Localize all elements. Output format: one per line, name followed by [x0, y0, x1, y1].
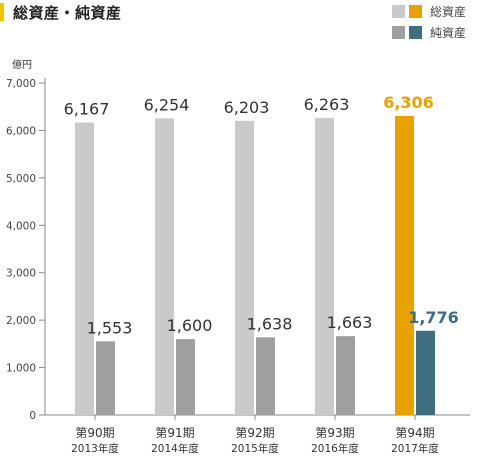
bar-net-assets — [416, 330, 435, 415]
legend-swatch-total-default — [392, 4, 405, 18]
legend-swatch-total-highlight — [409, 4, 422, 18]
legend-item-net-assets: 純資産 — [392, 24, 466, 40]
y-tick-label: 1,000 — [6, 363, 36, 375]
value-label-net-assets: 1,776 — [408, 308, 459, 327]
x-category-sublabel: 2017年度 — [391, 442, 439, 455]
bar-total-assets — [75, 122, 94, 416]
y-tick-label: 0 — [29, 410, 36, 422]
y-axis-unit-label: 億円 — [12, 58, 32, 71]
value-label-total-assets: 6,254 — [144, 95, 190, 114]
bar-net-assets — [176, 339, 195, 415]
legend-swatch-net-default — [392, 25, 405, 39]
bar-net-assets — [336, 336, 355, 415]
y-tick-label: 7,000 — [6, 78, 36, 90]
title-accent-mark — [0, 3, 4, 21]
x-category-label: 第93期 — [315, 426, 354, 440]
legend-label-net-assets: 純資産 — [430, 25, 467, 40]
y-tick-label: 4,000 — [6, 220, 36, 232]
x-category-sublabel: 2014年度 — [151, 442, 199, 455]
y-tick-label: 3,000 — [6, 268, 36, 280]
value-label-total-assets: 6,306 — [383, 93, 434, 112]
value-label-net-assets: 1,663 — [327, 313, 373, 332]
legend-label-total-assets: 総資産 — [430, 4, 467, 19]
bar-total-assets — [235, 120, 254, 415]
value-label-net-assets: 1,553 — [87, 318, 133, 337]
x-category-sublabel: 2015年度 — [231, 442, 279, 455]
bar-total-assets — [395, 115, 414, 415]
bar-net-assets — [96, 341, 115, 415]
legend: 総資産 純資産 — [392, 3, 466, 45]
legend-item-total-assets: 総資産 — [392, 3, 466, 19]
chart-title: 総資産・純資産 — [13, 3, 122, 22]
value-label-net-assets: 1,600 — [167, 316, 213, 335]
x-category-label: 第90期 — [75, 426, 114, 440]
chart-title-block: 総資産・純資産 — [0, 2, 122, 22]
value-label-net-assets: 1,638 — [247, 314, 293, 333]
x-category-label: 第91期 — [155, 426, 194, 440]
value-label-total-assets: 6,203 — [224, 98, 270, 117]
y-tick-label: 5,000 — [6, 173, 36, 185]
x-category-label: 第94期 — [395, 426, 434, 440]
y-tick-label: 2,000 — [6, 315, 36, 327]
bar-total-assets — [155, 118, 174, 415]
value-label-total-assets: 6,167 — [64, 100, 110, 119]
value-label-total-assets: 6,263 — [304, 95, 350, 114]
bar-net-assets — [256, 337, 275, 415]
bar-total-assets — [315, 117, 334, 415]
y-tick-label: 6,000 — [6, 125, 36, 137]
x-category-sublabel: 2016年度 — [311, 442, 359, 455]
x-category-label: 第92期 — [235, 426, 274, 440]
x-category-sublabel: 2013年度 — [71, 442, 119, 455]
legend-swatch-net-highlight — [409, 25, 422, 39]
